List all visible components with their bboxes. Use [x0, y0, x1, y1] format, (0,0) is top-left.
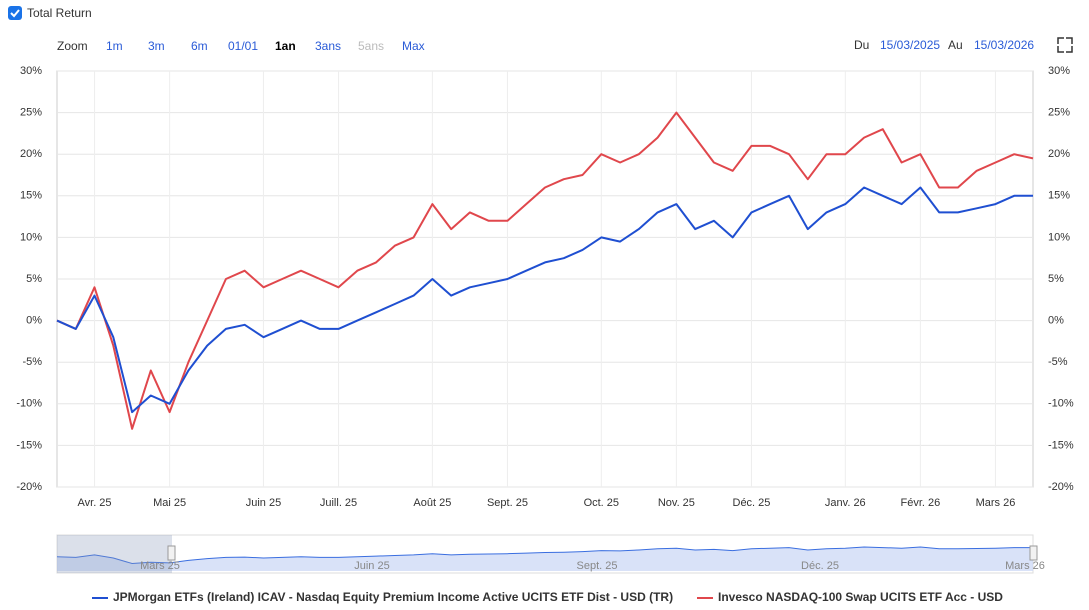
series-line [56, 186, 1033, 414]
series-line [56, 111, 1034, 430]
x-tick-label: Août 25 [413, 497, 451, 509]
navigator-label: Mars 25 [140, 560, 180, 572]
zoom-button[interactable]: 01/01 [228, 39, 258, 53]
checkbox-label[interactable]: Total Return [27, 6, 92, 20]
zoom-button[interactable]: 1m [106, 39, 123, 53]
y2-tick-label: 15% [1048, 190, 1070, 202]
x-tick-label: Nov. 25 [658, 497, 695, 509]
y-tick-label: -15% [16, 439, 42, 451]
from-label: Du [854, 38, 869, 52]
y2-tick-label: 25% [1048, 107, 1070, 119]
y-tick-label: 15% [20, 190, 42, 202]
legend-label[interactable]: Invesco NASDAQ-100 Swap UCITS ETF Acc - … [718, 590, 1003, 604]
y-tick-label: 20% [20, 148, 42, 160]
x-tick-label: Févr. 26 [901, 497, 941, 509]
x-tick-label: Déc. 25 [733, 497, 771, 509]
zoom-button[interactable]: 3ans [315, 39, 341, 53]
y-tick-label: -10% [16, 398, 42, 410]
y2-tick-label: -10% [1048, 398, 1074, 410]
y2-tick-label: -15% [1048, 439, 1074, 451]
navigator-line [56, 546, 1033, 565]
x-tick-label: Avr. 25 [78, 497, 112, 509]
navigator-handle[interactable] [1029, 545, 1038, 561]
y2-tick-label: 0% [1048, 315, 1064, 327]
y-tick-label: 25% [20, 107, 42, 119]
zoom-button[interactable]: Max [402, 39, 425, 53]
checkmark [10, 9, 20, 18]
navigator-handle[interactable] [167, 545, 176, 561]
to-date[interactable]: 15/03/2026 [974, 38, 1034, 52]
to-label: Au [948, 38, 963, 52]
fullscreen-icon[interactable] [1057, 37, 1073, 53]
y-tick-label: -20% [16, 481, 42, 493]
zoom-button[interactable]: 3m [148, 39, 165, 53]
navigator-label: Juin 25 [354, 560, 389, 572]
y-tick-label: -5% [22, 356, 42, 368]
y2-tick-label: 10% [1048, 231, 1070, 243]
y2-tick-label: 5% [1048, 273, 1064, 285]
x-tick-label: Mars 26 [976, 497, 1016, 509]
y-tick-label: 0% [26, 315, 42, 327]
from-date[interactable]: 15/03/2025 [880, 38, 940, 52]
y-tick-label: 10% [20, 231, 42, 243]
y-tick-label: 30% [20, 65, 42, 77]
zoom-button[interactable]: 1an [275, 39, 296, 53]
zoom-button[interactable]: 6m [191, 39, 208, 53]
x-tick-label: Sept. 25 [487, 497, 528, 509]
navigator-label: Déc. 25 [801, 560, 839, 572]
navigator-label: Mars 26 [1005, 560, 1045, 572]
y2-tick-label: 20% [1048, 148, 1070, 160]
legend-label[interactable]: JPMorgan ETFs (Ireland) ICAV - Nasdaq Eq… [113, 590, 673, 604]
x-tick-label: Mai 25 [153, 497, 186, 509]
zoom-label: Zoom [57, 39, 88, 53]
zoom-button[interactable]: 5ans [358, 39, 384, 53]
y2-tick-label: 30% [1048, 65, 1070, 77]
x-tick-label: Juill. 25 [320, 497, 357, 509]
navigator-mask [57, 535, 172, 573]
navigator-area [57, 547, 1033, 571]
y2-tick-label: -20% [1048, 481, 1074, 493]
y2-tick-label: -5% [1048, 356, 1068, 368]
checkbox[interactable] [8, 6, 22, 20]
x-tick-label: Juin 25 [246, 497, 281, 509]
y-tick-label: 5% [26, 273, 42, 285]
x-tick-label: Oct. 25 [584, 497, 619, 509]
navigator-label: Sept. 25 [577, 560, 618, 572]
x-tick-label: Janv. 26 [825, 497, 866, 509]
